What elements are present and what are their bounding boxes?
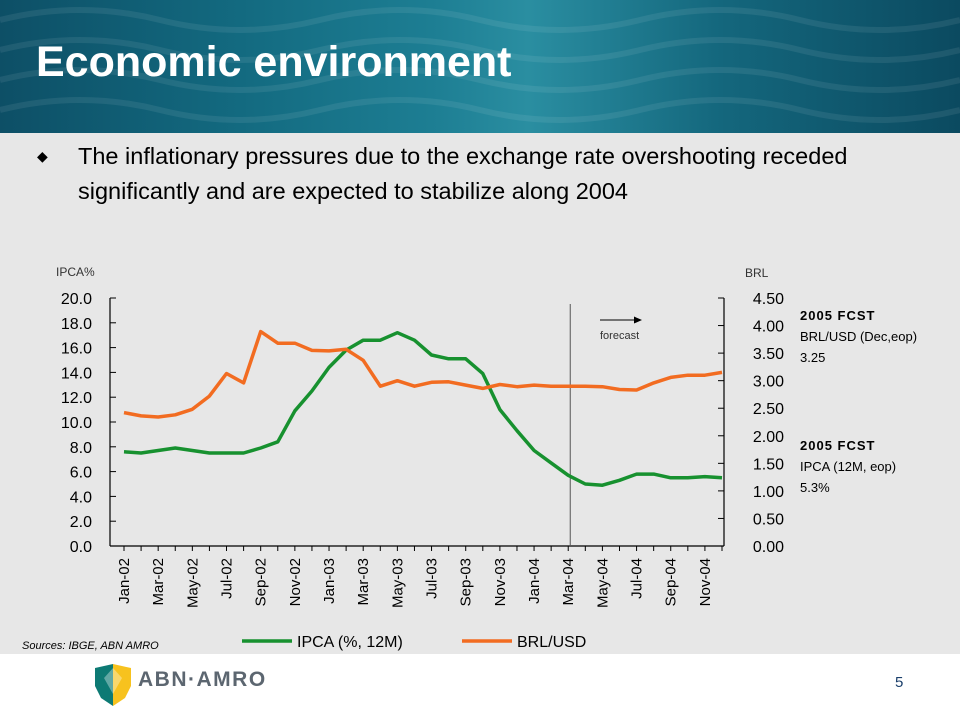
- brand-logo-text: ABN·AMRO: [138, 668, 267, 691]
- forecast-note-line: IPCA (12M, eop): [800, 459, 897, 474]
- x-tick-label: Jul-03: [424, 558, 441, 599]
- forecast-note-heading: 2005 FCST: [800, 438, 876, 453]
- right-tick-label: 3.00: [753, 374, 784, 391]
- bullet-text: The inflationary pressures due to the ex…: [78, 143, 848, 204]
- forecast-arrow-head-icon: [634, 316, 642, 324]
- left-tick-label: 18.0: [61, 316, 92, 333]
- legend-label-ipca: IPCA (%, 12M): [297, 634, 403, 651]
- right-tick-label: 0.00: [753, 539, 784, 556]
- bullet-marker: ◆: [37, 148, 48, 164]
- right-tick-label: 0.50: [753, 511, 784, 528]
- right-tick-label: 4.00: [753, 319, 784, 336]
- brl-usd-series-line: [123, 329, 723, 419]
- right-tick-label: 3.50: [753, 346, 784, 363]
- left-tick-label: 16.0: [61, 341, 92, 358]
- x-tick-label: Nov-02: [287, 558, 304, 606]
- left-tick-label: 6.0: [70, 465, 92, 482]
- left-tick-label: 20.0: [61, 291, 92, 308]
- left-tick-label: 10.0: [61, 415, 92, 432]
- left-tick-label: 12.0: [61, 390, 92, 407]
- right-axis-title: BRL: [745, 266, 769, 280]
- x-tick-label: Nov-04: [697, 558, 714, 606]
- forecast-note-value: 5.3%: [800, 480, 830, 495]
- x-tick-label: Jul-02: [219, 558, 236, 599]
- forecast-note-heading: 2005 FCST: [800, 308, 876, 323]
- x-tick-label: May-04: [594, 558, 611, 608]
- wave-pattern: [0, 7, 960, 123]
- x-tick-label: Sep-02: [253, 558, 270, 606]
- header-banner: Economic environment: [0, 0, 960, 133]
- left-tick-label: 0.0: [70, 539, 92, 556]
- x-tick-label: Mar-02: [150, 558, 167, 606]
- sources-note: Sources: IBGE, ABN AMRO: [22, 640, 159, 652]
- left-tick-label: 8.0: [70, 440, 92, 457]
- left-tick-label: 4.0: [70, 489, 92, 506]
- left-tick-label: 14.0: [61, 365, 92, 382]
- ipca-series-line: [123, 330, 723, 487]
- x-tick-label: Jul-04: [629, 558, 646, 599]
- x-tick-label: Sep-04: [663, 558, 680, 606]
- x-tick-label: May-02: [184, 558, 201, 608]
- page-title: Economic environment: [36, 38, 512, 86]
- x-tick-label: May-03: [389, 558, 406, 608]
- forecast-note-brl: 2005 FCST BRL/USD (Dec,eop) 3.25: [800, 305, 917, 368]
- x-tick-label: Jan-02: [116, 558, 133, 604]
- x-tick-label: Nov-03: [492, 558, 509, 606]
- x-tick-label: Mar-03: [355, 558, 372, 606]
- x-tick-label: Jan-04: [526, 558, 543, 604]
- left-tick-label: 2.0: [70, 514, 92, 531]
- x-tick-label: Mar-04: [560, 558, 577, 606]
- x-tick-label: Jan-03: [321, 558, 338, 604]
- forecast-note-value: 3.25: [800, 350, 826, 365]
- forecast-note-line: BRL/USD (Dec,eop): [800, 329, 918, 344]
- forecast-label: forecast: [600, 330, 639, 342]
- right-tick-label: 4.50: [753, 291, 784, 308]
- page-number: 5: [895, 674, 904, 691]
- right-tick-label: 1.00: [753, 484, 784, 501]
- right-tick-label: 2.00: [753, 429, 784, 446]
- legend-label-brl: BRL/USD: [517, 634, 586, 651]
- forecast-note-ipca: 2005 FCST IPCA (12M, eop) 5.3%: [800, 435, 896, 498]
- left-axis-title: IPCA%: [56, 265, 95, 279]
- content-area: [0, 133, 960, 654]
- x-tick-label: Sep-03: [458, 558, 475, 606]
- right-tick-label: 2.50: [753, 401, 784, 418]
- abn-amro-shield-icon: [95, 664, 131, 706]
- right-tick-label: 1.50: [753, 456, 784, 473]
